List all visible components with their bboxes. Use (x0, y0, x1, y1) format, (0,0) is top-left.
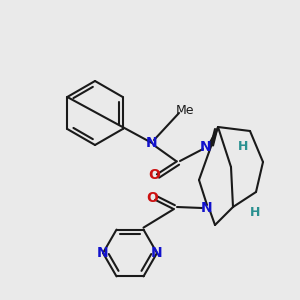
Text: N: N (151, 246, 163, 260)
Text: Me: Me (176, 103, 194, 116)
Polygon shape (209, 127, 218, 146)
Text: H: H (250, 206, 260, 220)
Text: O: O (146, 191, 158, 205)
Text: N: N (97, 246, 109, 260)
Text: N: N (201, 201, 213, 215)
Text: O: O (148, 168, 160, 182)
Text: H: H (238, 140, 248, 154)
Text: N: N (200, 140, 212, 154)
Text: N: N (146, 136, 158, 150)
